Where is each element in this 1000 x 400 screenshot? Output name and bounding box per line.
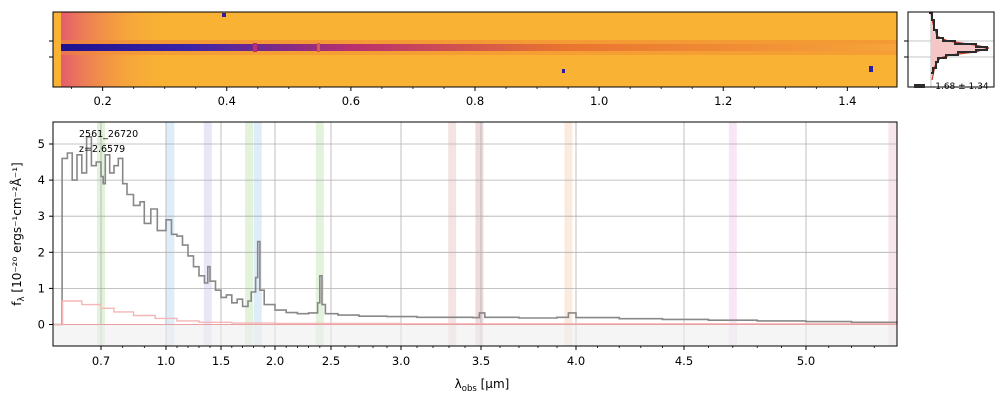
y-tick-label-2: 1 xyxy=(38,281,45,295)
y-axis-label: fλ [10⁻²⁰ ergs⁻¹cm⁻²Å⁻¹] xyxy=(9,162,27,305)
line-band-9 xyxy=(564,122,573,346)
image-trace-wing-bottom xyxy=(61,51,897,55)
line-band-7 xyxy=(448,122,457,346)
x-axis-label: λobs [μm] xyxy=(455,377,510,394)
image-x-tick-label-7: 1.4 xyxy=(838,94,856,108)
image-trace-wing-top xyxy=(61,40,897,45)
x-tick-label-5: 2.5 xyxy=(322,354,340,368)
object-id: 2561_26720 xyxy=(79,129,138,140)
image-x-tick-label-3: 0.6 xyxy=(342,94,360,108)
line-band-6 xyxy=(315,122,324,346)
image-x-tick-label-1: 0.2 xyxy=(93,94,111,108)
line-band-8 xyxy=(475,122,484,346)
profile-model-fill xyxy=(931,12,990,87)
x-axis-label-sub: obs xyxy=(462,384,478,394)
x-tick-label-2: 1.0 xyxy=(157,354,175,368)
y-tick-label-1: 0 xyxy=(38,318,45,332)
x-tick-label-3: 1.5 xyxy=(212,354,230,368)
x-ticks: 0.7 1.0 1.5 2.0 2.5 3.0 3.5 4.0 4.5 5.0 xyxy=(92,346,875,368)
image-panel: 0.2 0.4 0.6 0.8 1.0 1.2 1.4 xyxy=(49,11,898,108)
x-tick-label-1: 0.7 xyxy=(92,354,110,368)
image-x-tick-label-5: 1.0 xyxy=(590,94,608,108)
line-band-5 xyxy=(253,122,262,346)
image-emission-line-1 xyxy=(253,43,257,52)
series-flux-line xyxy=(53,136,898,326)
x-tick-label-6: 3.0 xyxy=(392,354,410,368)
image-emission-line-2 xyxy=(317,43,320,52)
y-axis-label-main: f xyxy=(10,301,24,306)
x-tick-label-4: 2.0 xyxy=(266,354,284,368)
spectrum-series xyxy=(53,136,898,326)
image-bad-pixel-2 xyxy=(562,69,565,73)
image-x-tick-label-2: 0.4 xyxy=(218,94,236,108)
y-tick-label-3: 2 xyxy=(38,245,45,259)
profile-panel: -1.68 ± 1.34 xyxy=(904,11,995,92)
line-band-10 xyxy=(728,122,737,346)
y-axis-label-unit: [10⁻²⁰ ergs⁻¹cm⁻²Å⁻¹] xyxy=(9,162,24,296)
series-error-line xyxy=(53,300,897,326)
y-tick-label-5: 4 xyxy=(38,173,45,187)
x-axis-label-main: λ xyxy=(455,377,462,391)
x-axis-label-unit: [μm] xyxy=(477,377,510,391)
line-band-2 xyxy=(166,122,175,346)
line-band-11 xyxy=(888,122,897,346)
y-ticks: 0 1 2 3 4 5 xyxy=(38,137,53,332)
image-x-tick-label-4: 0.8 xyxy=(466,94,484,108)
profile-frame xyxy=(907,11,995,88)
y-tick-label-4: 3 xyxy=(38,209,45,223)
line-band-3 xyxy=(203,122,212,346)
spectrum-background xyxy=(53,122,897,346)
profile-legend-marker xyxy=(914,84,925,88)
y-tick-label-6: 5 xyxy=(38,137,45,151)
image-bad-pixel-1 xyxy=(222,13,226,17)
x-gridlines xyxy=(100,122,807,346)
image-x-ticks: 0.2 0.4 0.6 0.8 1.0 1.2 1.4 xyxy=(71,87,879,108)
profile-annotation: -1.68 ± 1.34 xyxy=(932,82,989,92)
profile-data-line xyxy=(929,12,988,74)
x-tick-label-7: 3.5 xyxy=(472,354,490,368)
image-trace xyxy=(61,44,897,51)
y-axis-label-sub: λ xyxy=(17,296,27,301)
negative-region xyxy=(53,324,897,346)
line-band-4 xyxy=(245,122,254,346)
image-bad-pixel-3 xyxy=(869,66,873,72)
x-tick-label-8: 4.0 xyxy=(567,354,585,368)
redshift-label: z=2.6579 xyxy=(79,144,125,155)
spectrum-panel: 0.7 1.0 1.5 2.0 2.5 3.0 3.5 4.0 4.5 5.0 0 1 2 3 4 5 25… xyxy=(9,121,898,394)
image-x-tick-label-6: 1.2 xyxy=(714,94,732,108)
y-gridlines xyxy=(53,143,897,325)
x-tick-label-9: 4.5 xyxy=(675,354,693,368)
x-tick-label-10: 5.0 xyxy=(797,354,815,368)
spectrum-frame xyxy=(52,121,898,347)
